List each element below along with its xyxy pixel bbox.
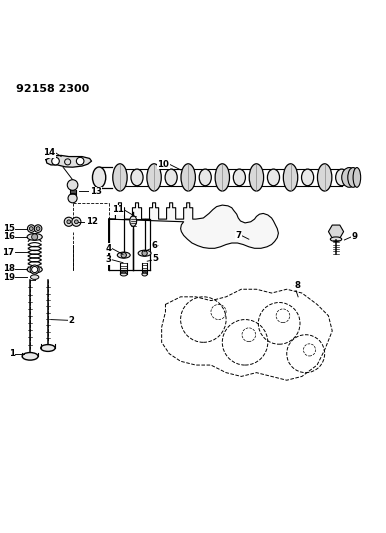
Ellipse shape (120, 272, 127, 276)
Circle shape (32, 234, 38, 240)
Circle shape (68, 193, 77, 203)
Ellipse shape (113, 164, 127, 191)
Ellipse shape (330, 237, 342, 241)
Circle shape (67, 220, 71, 224)
Ellipse shape (233, 169, 245, 186)
Ellipse shape (215, 164, 230, 191)
Ellipse shape (147, 164, 161, 191)
Ellipse shape (27, 233, 42, 240)
Ellipse shape (138, 250, 151, 256)
Circle shape (121, 253, 126, 258)
Circle shape (72, 217, 81, 227)
Ellipse shape (317, 164, 332, 191)
Ellipse shape (181, 164, 195, 191)
Ellipse shape (165, 169, 177, 186)
Ellipse shape (249, 164, 264, 191)
Text: 13: 13 (90, 187, 102, 196)
Ellipse shape (22, 352, 38, 360)
Circle shape (74, 220, 78, 224)
Text: 11: 11 (112, 205, 124, 214)
Ellipse shape (301, 169, 314, 186)
Text: 2: 2 (69, 316, 75, 325)
Ellipse shape (93, 167, 106, 188)
Text: 92158 2300: 92158 2300 (16, 84, 89, 94)
Ellipse shape (30, 265, 39, 274)
Circle shape (142, 251, 147, 256)
Polygon shape (46, 156, 91, 167)
Text: 7: 7 (235, 231, 241, 240)
Ellipse shape (199, 169, 211, 186)
Ellipse shape (117, 252, 130, 258)
Text: 18: 18 (3, 264, 15, 273)
Ellipse shape (27, 266, 42, 273)
Text: 6: 6 (152, 241, 158, 250)
Ellipse shape (348, 167, 358, 187)
Circle shape (27, 225, 35, 232)
Circle shape (76, 157, 84, 165)
Text: 15: 15 (3, 224, 15, 233)
Text: 19: 19 (3, 272, 15, 281)
Circle shape (67, 180, 78, 190)
Text: 4: 4 (105, 244, 112, 253)
Ellipse shape (130, 216, 137, 227)
Text: 5: 5 (152, 254, 158, 263)
Polygon shape (108, 203, 278, 270)
Text: 8: 8 (295, 281, 300, 290)
Ellipse shape (283, 164, 298, 191)
Text: 10: 10 (157, 160, 169, 168)
Ellipse shape (142, 272, 147, 276)
Text: 1: 1 (8, 349, 15, 358)
Ellipse shape (353, 167, 361, 187)
Circle shape (34, 225, 42, 232)
Text: 9: 9 (351, 232, 357, 241)
Text: 14: 14 (43, 148, 56, 157)
Text: 16: 16 (3, 232, 15, 241)
Circle shape (52, 157, 59, 165)
Ellipse shape (342, 167, 357, 187)
Ellipse shape (131, 169, 143, 186)
Circle shape (36, 227, 40, 230)
Circle shape (32, 266, 38, 272)
Text: 3: 3 (106, 255, 112, 264)
Ellipse shape (267, 169, 279, 186)
Text: 17: 17 (2, 248, 15, 256)
Text: 12: 12 (86, 217, 98, 227)
Ellipse shape (30, 275, 39, 279)
Circle shape (29, 227, 33, 230)
Circle shape (64, 217, 73, 227)
Ellipse shape (41, 345, 55, 351)
Ellipse shape (336, 169, 348, 186)
